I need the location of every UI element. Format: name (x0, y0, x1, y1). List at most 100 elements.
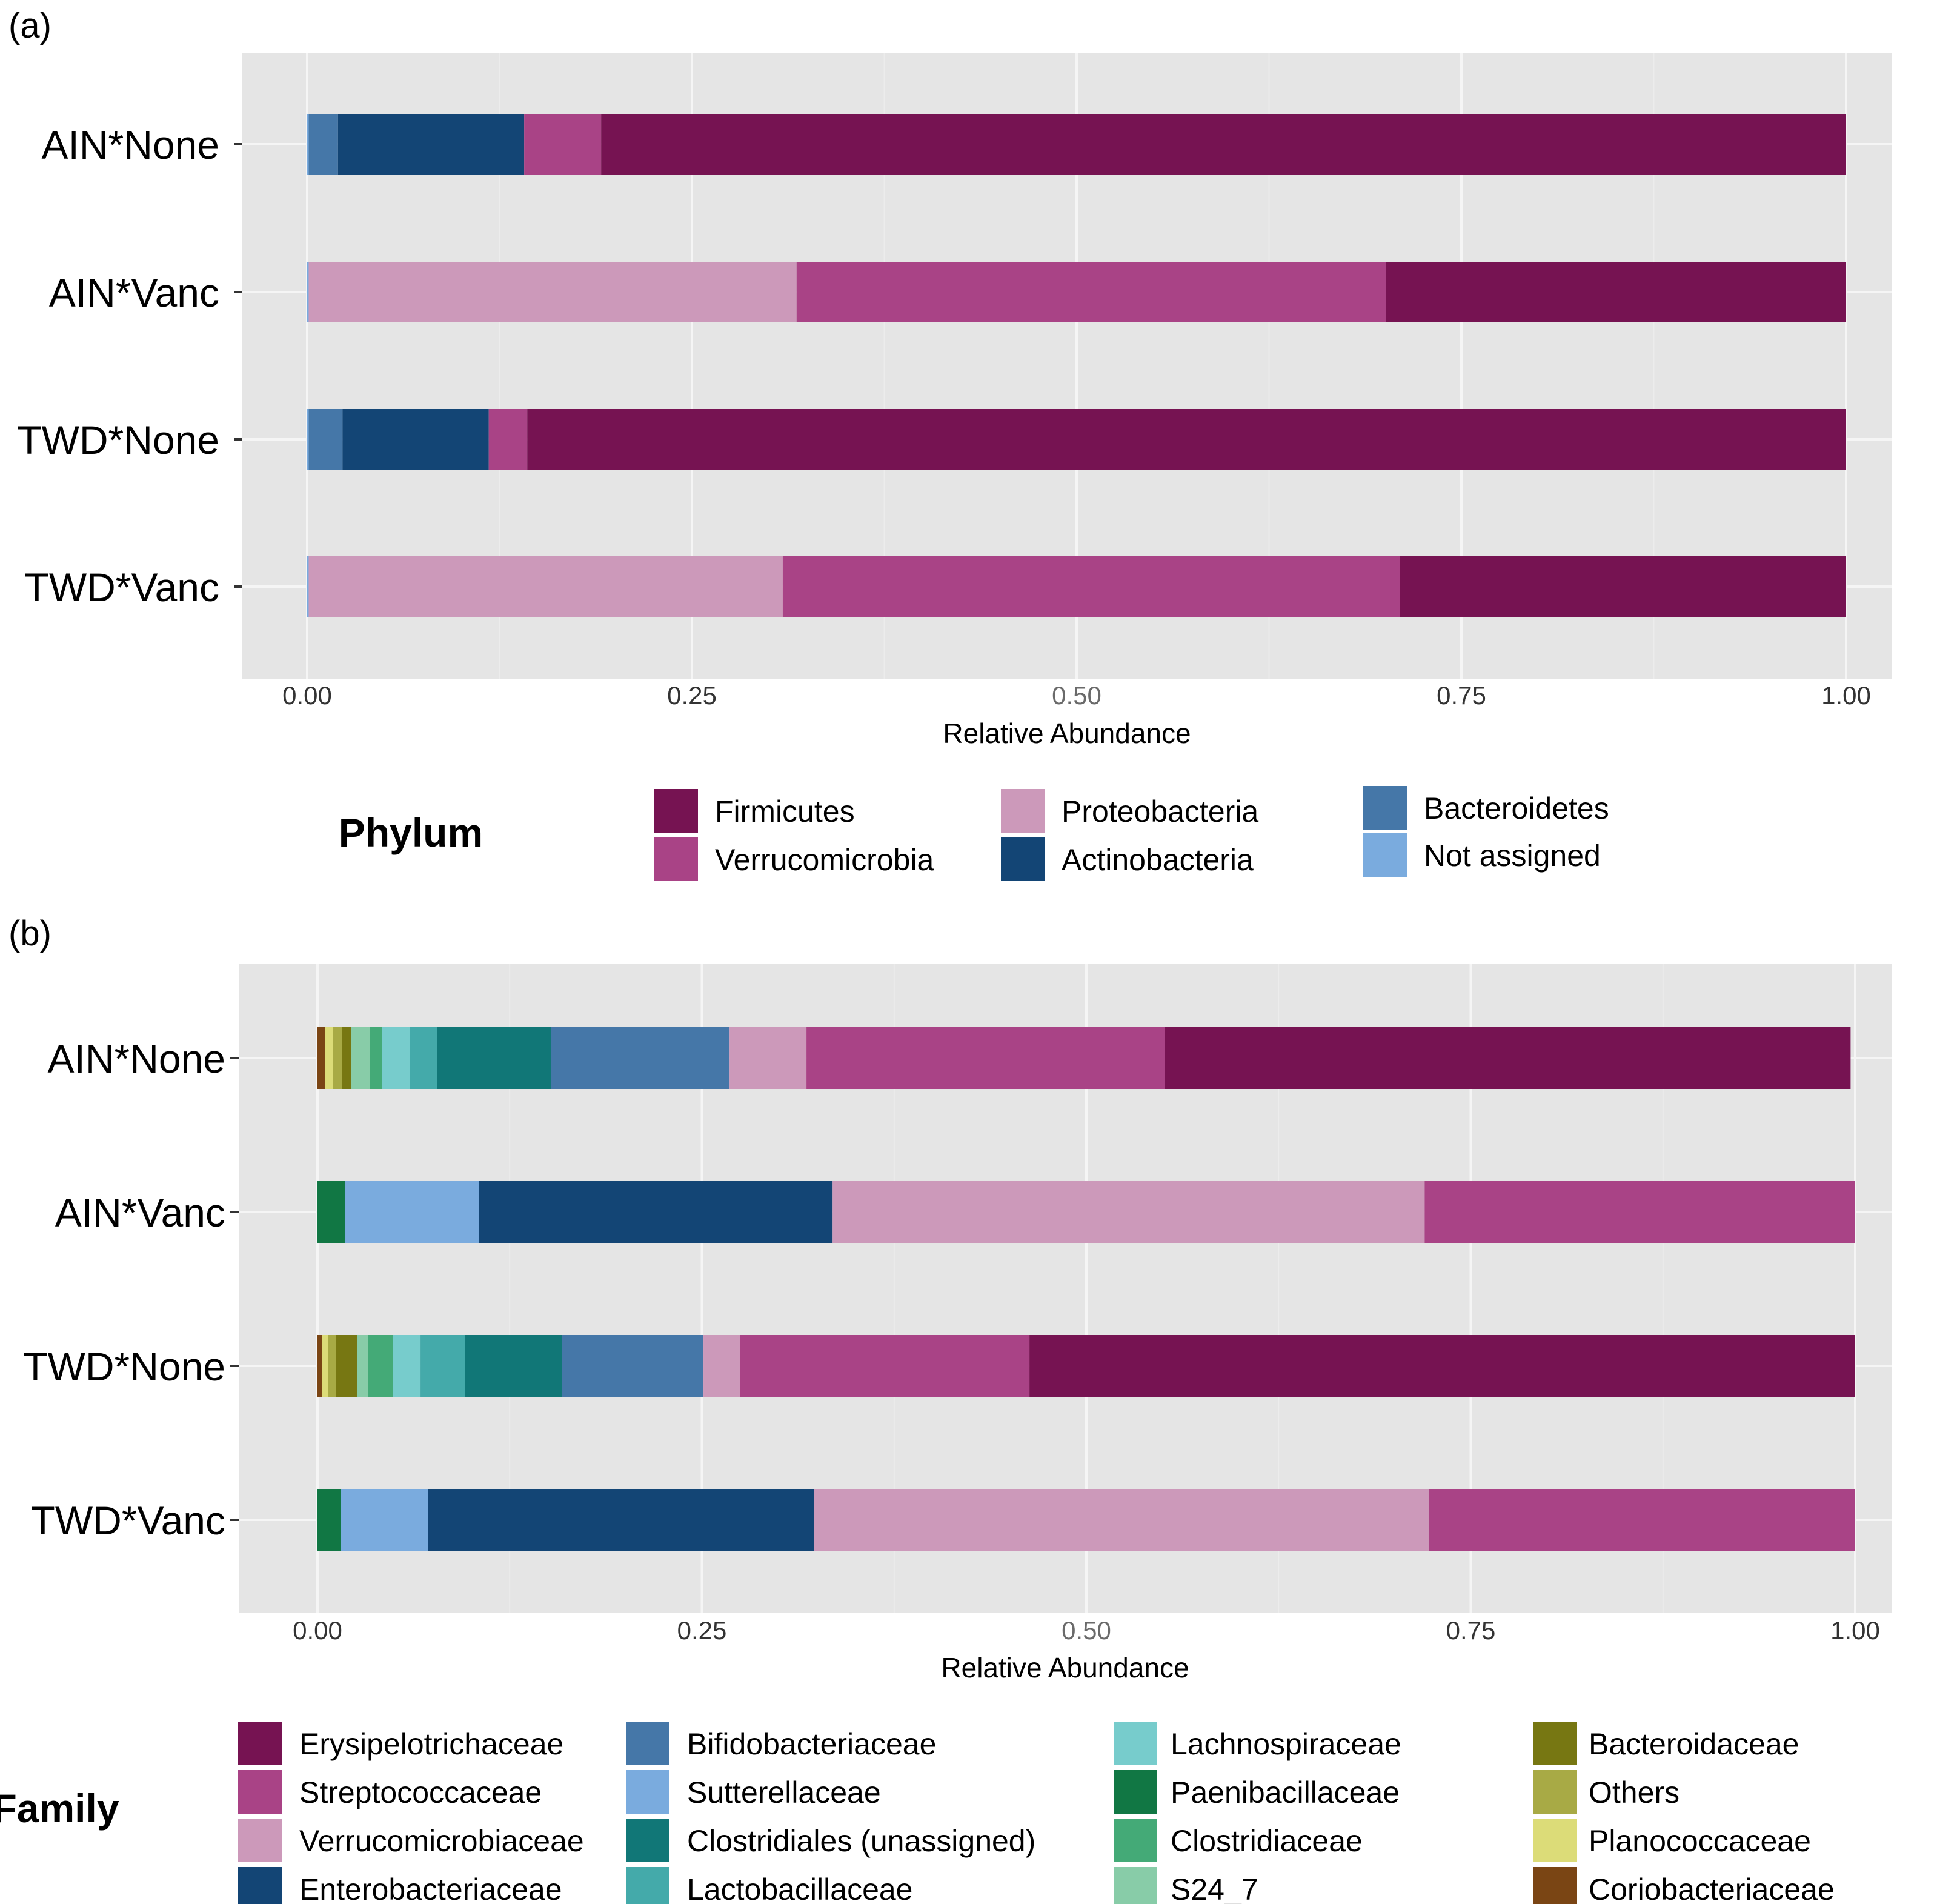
bar-segment (308, 556, 783, 617)
bar-segment (703, 1335, 740, 1397)
bar-segment (1400, 556, 1846, 617)
legend-swatch (654, 789, 698, 833)
x-tick-label: 1.00 (1821, 681, 1871, 710)
legend-title: Family (0, 1786, 119, 1831)
legend-swatch (1533, 1867, 1577, 1904)
bar-segment (307, 114, 309, 175)
x-tick-label: 0.75 (1446, 1616, 1496, 1645)
bar-segment (832, 1181, 1425, 1243)
x-tick-label: 0.00 (293, 1616, 342, 1645)
bar-segment (420, 1335, 465, 1397)
bar-segment (308, 114, 338, 175)
bar-segment (465, 1335, 562, 1397)
legend-label: Coriobacteriaceae (1589, 1872, 1835, 1904)
legend-swatch (626, 1722, 669, 1765)
legend-label: Streptococcaceae (299, 1776, 542, 1809)
y-tick-label: TWD*None (23, 1344, 225, 1389)
legend-swatch (238, 1819, 282, 1862)
bar-segment (729, 1027, 807, 1089)
panel-b: (b) AIN*None AIN*Vanc TWD*None TWD*Vanc 0.00 0… (0, 914, 1892, 1904)
x-tick-label: 0.50 (1062, 1616, 1111, 1645)
x-tick-label: 0.25 (667, 681, 717, 710)
y-tick-label: TWD*Vanc (25, 565, 220, 610)
y-tick-label: AIN*Vanc (55, 1190, 225, 1235)
bar-segment (740, 1335, 1030, 1397)
legend-swatch (1001, 837, 1045, 881)
bar-segment (333, 1027, 342, 1089)
legend-label: Bifidobacteriaceae (687, 1727, 936, 1761)
bar-segment (325, 1027, 333, 1089)
legend-label: Sutterellaceae (687, 1776, 881, 1809)
legend-swatch (238, 1722, 282, 1765)
legend-swatch (1114, 1770, 1157, 1814)
bar-segment (437, 1027, 551, 1089)
y-tick-label: TWD*Vanc (31, 1498, 226, 1543)
bar-segment (345, 1181, 479, 1243)
y-tick-label: AIN*None (48, 1036, 226, 1081)
bar-segment (307, 262, 309, 322)
legend-label: Not assigned (1424, 839, 1601, 873)
legend-swatch (1114, 1722, 1157, 1765)
bar-segment (307, 409, 309, 470)
legend-label: Others (1589, 1776, 1680, 1809)
bar-segment (551, 1027, 730, 1089)
legend-label: Firmicutes (715, 794, 855, 828)
bar-segment (370, 1027, 382, 1089)
bar-segment (342, 1027, 351, 1089)
legend-label: Planococcaceae (1589, 1824, 1811, 1858)
legend-label: Bacteroidaceae (1589, 1727, 1799, 1761)
x-tick-label: 0.25 (677, 1616, 727, 1645)
bar-segment (393, 1335, 421, 1397)
bar-segment (782, 556, 1400, 617)
bar-segment (488, 409, 528, 470)
legend-swatch (1114, 1867, 1157, 1904)
bar-segment (814, 1489, 1429, 1551)
legend-label: Clostridiaceae (1171, 1824, 1363, 1858)
legend-swatch (1533, 1722, 1577, 1765)
bar-segment (562, 1335, 704, 1397)
bar-segment (328, 1335, 336, 1397)
x-tick-label: 0.75 (1437, 681, 1486, 710)
legend-swatch (626, 1770, 669, 1814)
bar-segment (527, 409, 1846, 470)
legend-label: Clostridiales (unassigned) (687, 1824, 1035, 1858)
legend-label: Verrucomicrobiaceae (299, 1824, 584, 1858)
bar-segment (357, 1335, 368, 1397)
bar-segment (796, 262, 1386, 322)
legend: Phylum Firmicutes Verrucomicrobia Proteobac… (339, 786, 1609, 881)
legend-label: Actinobacteria (1062, 843, 1254, 877)
bar-segment (317, 1335, 322, 1397)
legend-swatch (626, 1819, 669, 1862)
legend-label: Bacteroidetes (1424, 791, 1609, 825)
x-axis-title: Relative Abundance (943, 717, 1191, 749)
bar-segment (410, 1027, 437, 1089)
legend-swatch (1363, 786, 1407, 830)
legend-swatch (1533, 1819, 1577, 1862)
legend-title: Phylum (339, 810, 483, 855)
bar-segment (322, 1335, 328, 1397)
legend-label: S24_7 (1171, 1872, 1258, 1904)
legend-swatch (238, 1867, 282, 1904)
bar-segment (317, 1181, 345, 1243)
bar-segment (337, 114, 525, 175)
bar-segment (1165, 1027, 1851, 1089)
x-tick-label: 1.00 (1830, 1616, 1880, 1645)
legend-swatch (626, 1867, 669, 1904)
bar-segment (524, 114, 602, 175)
bar-segment (806, 1027, 1165, 1089)
bar-segment (1429, 1489, 1855, 1551)
legend-label: Verrucomicrobia (715, 843, 934, 877)
legend-label: Lachnospiraceae (1171, 1727, 1401, 1761)
bar-segment (317, 1027, 325, 1089)
bar-segment (351, 1027, 370, 1089)
legend-swatch (1363, 833, 1407, 877)
bar-segment (341, 1489, 428, 1551)
x-tick-label: 0.00 (282, 681, 332, 710)
legend-label: Enterobacteriaceae (299, 1872, 562, 1904)
legend-label: Paenibacillaceae (1171, 1776, 1400, 1809)
bar-segment (428, 1489, 814, 1551)
bar-segment (308, 409, 343, 470)
legend-swatch (1533, 1770, 1577, 1814)
bar-segment (368, 1335, 393, 1397)
